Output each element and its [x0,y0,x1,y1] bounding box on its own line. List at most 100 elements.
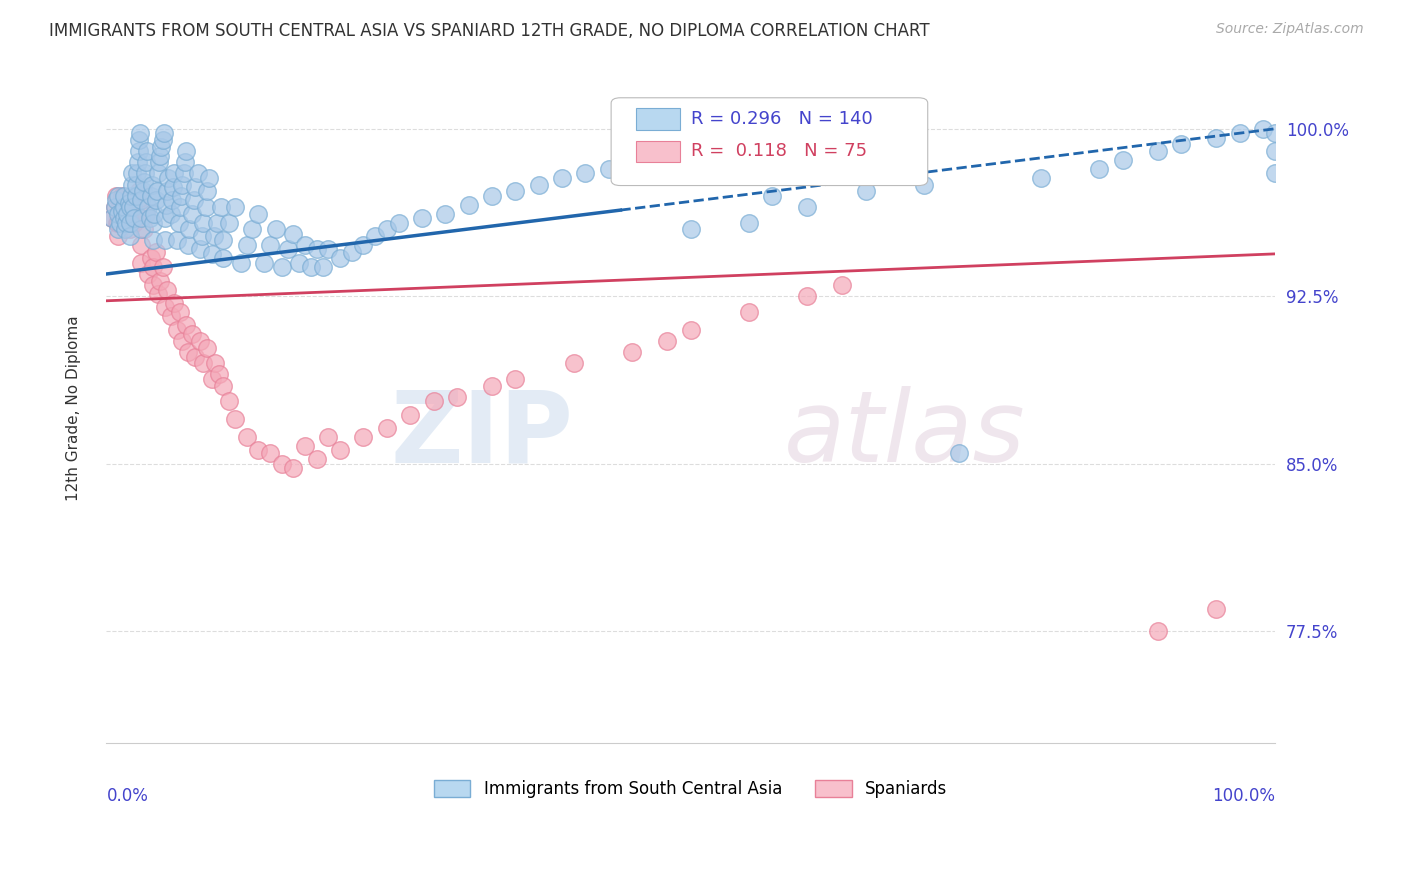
Text: atlas: atlas [785,386,1025,483]
Point [276,243,298,257]
Point [148,155,170,169]
Point [264,222,287,236]
Point [505,372,527,386]
Point [177,238,200,252]
Point [305,452,328,467]
Point [135,207,157,221]
Point [153,301,176,315]
Point [193,216,215,230]
Point [1205,130,1227,145]
Point [188,243,211,257]
Point [329,443,352,458]
Point [299,260,322,275]
Point [207,216,229,230]
Point [142,260,165,275]
Point [457,198,479,212]
Point [1029,170,1052,185]
Point [207,368,229,382]
Point [253,256,276,270]
Point [149,148,172,162]
Point [1205,602,1227,616]
Point [166,234,188,248]
Point [318,243,340,257]
Point [184,180,207,194]
Point [110,200,132,214]
Point [104,189,127,203]
Point [104,200,127,214]
Point [247,207,270,221]
Point [481,189,503,203]
Point [200,247,222,261]
Point [198,170,221,185]
Point [1264,126,1286,140]
Text: Source: ZipAtlas.com: Source: ZipAtlas.com [1216,22,1364,37]
Point [169,200,191,214]
Point [131,211,153,226]
Point [1147,624,1170,639]
Point [117,195,139,210]
Point [117,211,139,226]
Point [156,185,179,199]
Point [121,166,143,180]
Point [173,166,195,180]
Point [159,207,181,221]
Point [107,189,129,203]
Point [152,260,174,275]
Point [101,211,124,226]
Point [195,185,218,199]
Point [112,200,135,214]
Point [124,211,146,226]
Point [229,256,252,270]
Point [212,378,235,392]
Text: IMMIGRANTS FROM SOUTH CENTRAL ASIA VS SPANIARD 12TH GRADE, NO DIPLOMA CORRELATIO: IMMIGRANTS FROM SOUTH CENTRAL ASIA VS SP… [49,22,929,40]
Point [146,166,169,180]
Point [153,211,176,226]
Point [138,200,160,214]
Point [173,155,195,169]
Point [143,207,166,221]
Point [156,283,179,297]
Point [329,252,352,266]
Point [621,345,644,359]
Point [218,394,240,409]
Point [738,216,761,230]
Point [172,334,194,348]
Point [187,166,209,180]
Point [142,234,165,248]
Point [242,222,264,236]
Point [114,222,136,236]
Point [195,341,218,355]
Point [169,305,191,319]
Point [131,222,153,236]
Point [422,394,444,409]
Point [212,252,235,266]
Text: ZIP: ZIP [391,386,574,483]
Point [270,457,292,471]
Point [283,227,305,241]
Point [124,189,146,203]
Point [145,194,167,208]
Point [114,200,136,214]
Text: 0.0%: 0.0% [107,787,148,805]
Point [170,189,193,203]
Point [288,256,311,270]
Point [340,244,363,259]
Point [124,178,146,192]
Point [200,372,222,386]
Point [124,207,146,221]
Point [121,178,143,192]
Point [138,211,160,226]
Point [149,274,172,288]
Point [122,200,145,214]
Point [131,256,153,270]
Point [166,323,188,337]
Point [111,204,134,219]
Point [128,133,150,147]
Point [505,185,527,199]
Point [118,222,141,236]
Point [1229,126,1251,140]
Point [131,194,153,208]
Text: 12th Grade, No Diploma: 12th Grade, No Diploma [66,315,82,500]
Point [738,305,761,319]
FancyBboxPatch shape [612,98,928,186]
